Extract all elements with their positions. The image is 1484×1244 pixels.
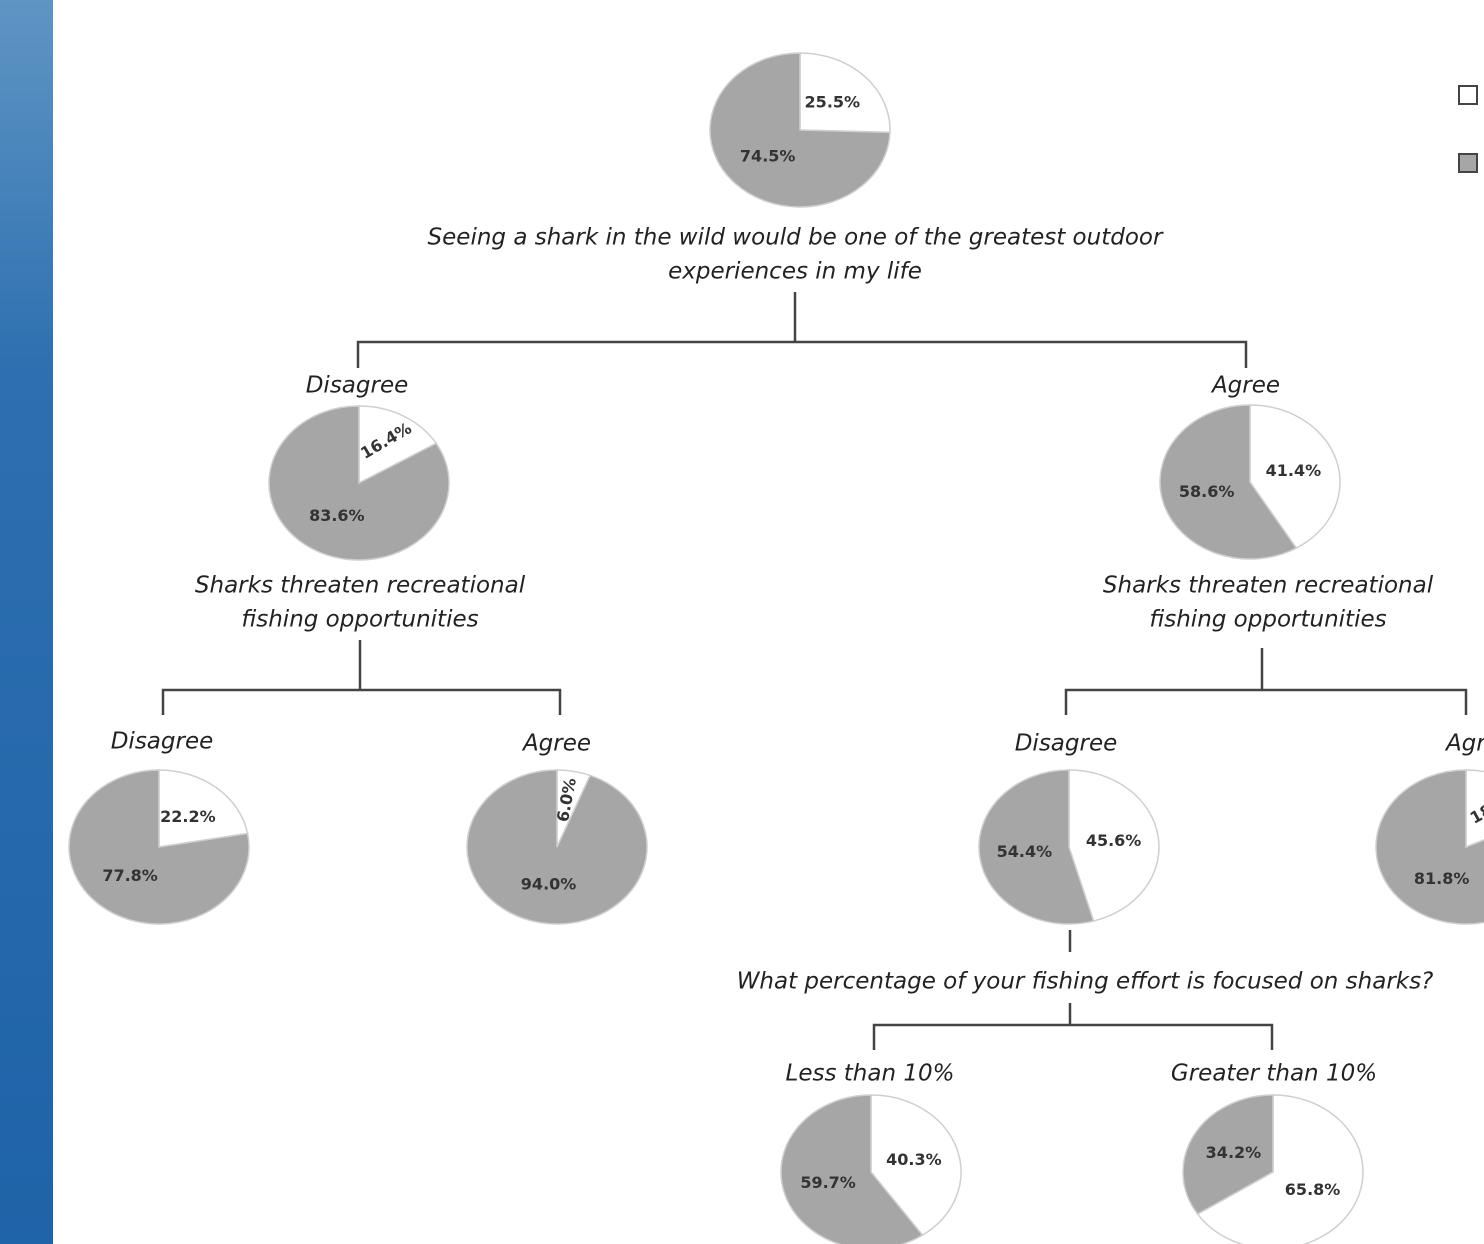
slice-label: 25.5%: [805, 93, 861, 112]
pie-slice: [358, 405, 438, 485]
pie-slice: [978, 769, 1095, 925]
pie-slice: [709, 52, 891, 208]
pie-slice: [68, 769, 250, 925]
pie-slice: [1249, 404, 1341, 549]
slice-label: 41.4%: [1266, 461, 1322, 480]
slice-label: 59.7%: [800, 1173, 856, 1192]
pie-slice: [1159, 404, 1298, 560]
slice-label: 74.5%: [740, 146, 796, 165]
question-text: Seeing a shark in the wild would be one …: [428, 225, 1164, 251]
pie-slice: [1465, 769, 1484, 849]
pie-slice: [268, 405, 450, 561]
pie-slice: [1196, 1094, 1364, 1244]
branch-label: Disagree: [306, 373, 409, 399]
question-text: fishing opportunities: [1149, 607, 1386, 633]
question-text: Sharks threaten recreational: [195, 573, 526, 599]
question-text: What percentage of your fishing effort i…: [737, 969, 1434, 995]
branch-label: Less than 10%: [786, 1061, 955, 1087]
side-strip: [0, 0, 53, 1244]
question-text: fishing opportunities: [241, 607, 478, 633]
slice-label: 77.8%: [102, 866, 158, 885]
slice-label: 45.6%: [1086, 831, 1142, 850]
pie-slice: [780, 1094, 924, 1244]
pie-slice: [1182, 1094, 1274, 1216]
branch-label: Agree: [1210, 373, 1280, 399]
slice-label: 81.8%: [1414, 869, 1470, 888]
pie-slice: [1068, 769, 1160, 922]
branch-label: Greater than 10%: [1171, 1061, 1377, 1087]
branch-label: Agree: [521, 731, 591, 757]
question-text: experiences in my life: [668, 259, 922, 285]
connectors: [161, 292, 1468, 1050]
pie-slice: [466, 769, 648, 925]
slice-label: 94.0%: [521, 874, 577, 893]
slice-label: 83.6%: [309, 506, 365, 525]
slice-label: 40.3%: [886, 1150, 942, 1169]
branch-label: Disagree: [111, 729, 214, 755]
pie-slice: [799, 52, 891, 134]
legend-swatch: [1458, 153, 1478, 173]
slice-label: 58.6%: [1179, 482, 1235, 501]
slice-label: 65.8%: [1285, 1180, 1341, 1199]
branch-label: Agree: [1444, 731, 1484, 757]
pie-slice: [158, 769, 249, 848]
slice-label: 34.2%: [1206, 1143, 1262, 1162]
pie-slice: [1375, 769, 1484, 925]
question-text: Sharks threaten recreational: [1103, 573, 1434, 599]
pie-slice: [870, 1094, 962, 1237]
slice-label: 22.2%: [160, 807, 216, 826]
branch-label: Disagree: [1015, 731, 1118, 757]
legend-swatch: [1458, 85, 1478, 105]
slice-label: 54.4%: [997, 842, 1053, 861]
